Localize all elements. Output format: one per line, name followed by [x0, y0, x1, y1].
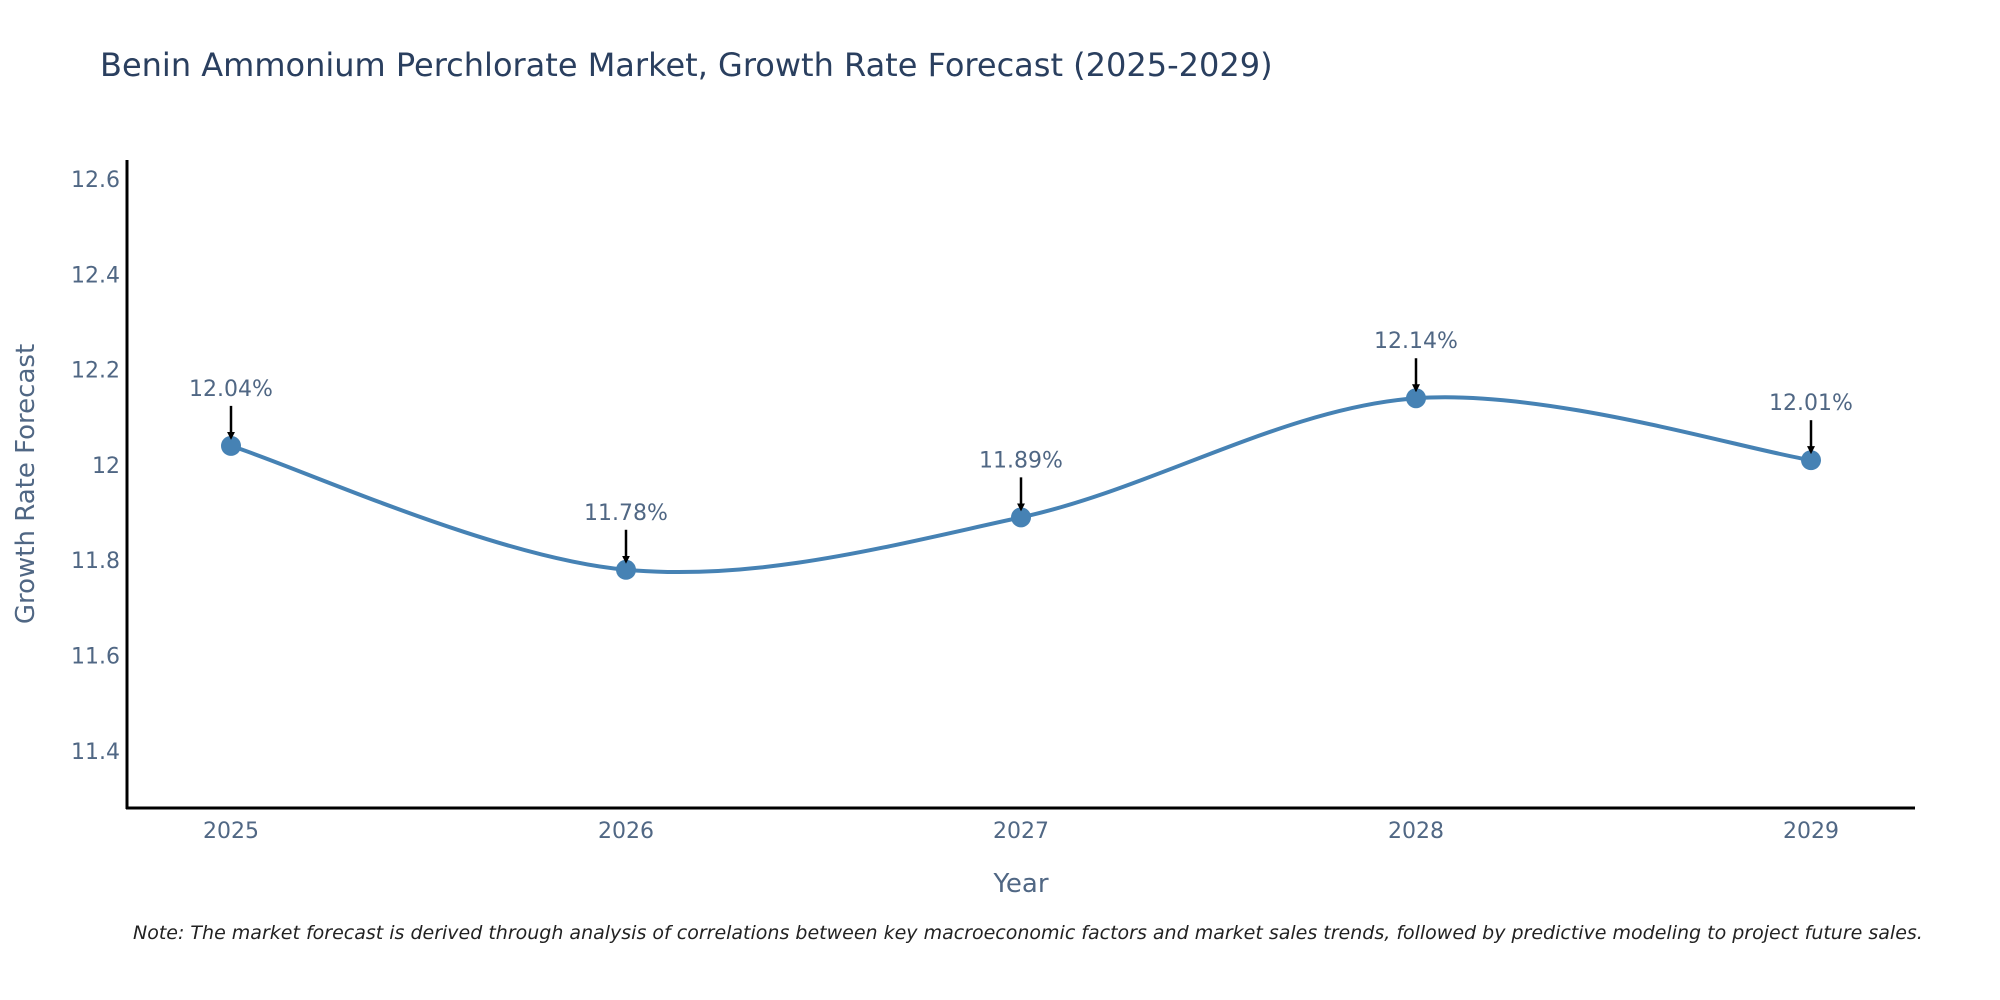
y-tick-label: 12	[92, 454, 120, 479]
data-label: 12.01%	[1769, 391, 1853, 416]
chart-note: Note: The market forecast is derived thr…	[133, 922, 1923, 944]
y-tick-label: 12.6	[71, 168, 120, 193]
data-label: 11.78%	[584, 501, 668, 526]
x-axis-title: Year	[992, 869, 1048, 899]
data-point	[1406, 388, 1426, 409]
data-label: 12.14%	[1374, 329, 1458, 354]
data-point	[616, 559, 636, 580]
chart-title: Benin Ammonium Perchlorate Market, Growt…	[100, 46, 1273, 84]
data-label: 12.04%	[189, 377, 273, 402]
y-tick-label: 12.2	[71, 359, 120, 384]
y-tick-label: 11.8	[71, 549, 120, 574]
x-tick-label: 2027	[993, 819, 1049, 844]
data-label: 11.89%	[979, 448, 1063, 473]
data-point	[221, 435, 241, 456]
x-tick-label: 2029	[1783, 819, 1839, 844]
y-tick-label: 11.6	[71, 645, 120, 670]
x-tick-label: 2025	[203, 819, 259, 844]
data-point	[1801, 450, 1821, 471]
data-point	[1011, 507, 1031, 528]
y-tick-label: 11.4	[71, 740, 120, 765]
y-axis-title: Growth Rate Forecast	[11, 344, 41, 624]
x-tick-label: 2028	[1388, 819, 1444, 844]
x-tick-label: 2026	[598, 819, 654, 844]
y-tick-label: 12.4	[71, 263, 120, 288]
